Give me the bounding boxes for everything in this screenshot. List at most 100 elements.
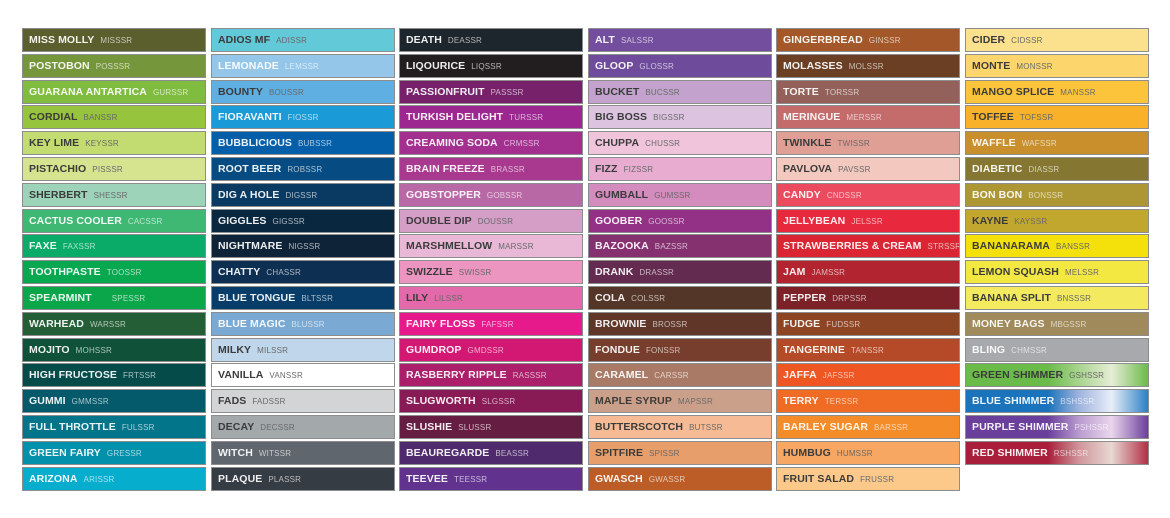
color-swatch[interactable]: TORTE TORSSR [776,80,960,104]
color-swatch[interactable]: KAYNE KAYSSR [965,209,1149,233]
color-swatch[interactable]: TERRY TERSSR [776,389,960,413]
color-swatch[interactable]: ARIZONA ARISSR [22,467,206,491]
color-swatch[interactable]: PISTACHIO PISSSR [22,157,206,181]
color-swatch[interactable]: SLUSHIE SLUSSR [399,415,583,439]
color-swatch[interactable]: SLUGWORTH SLGSSR [399,389,583,413]
color-swatch[interactable]: DIG A HOLE DIGSSR [211,183,395,207]
color-swatch[interactable]: TOFFEE TOFSSR [965,105,1149,129]
color-swatch[interactable]: CACTUS COOLER CACSSR [22,209,206,233]
color-swatch[interactable]: WAFFLE WAFSSR [965,131,1149,155]
color-swatch[interactable]: FAXE FAXSSR [22,234,206,258]
color-swatch[interactable]: KEY LIME KEYSSR [22,131,206,155]
color-swatch[interactable]: FONDUE FONSSR [588,338,772,362]
color-swatch[interactable]: CHATTY CHASSR [211,260,395,284]
color-swatch[interactable]: BRAIN FREEZE BRASSR [399,157,583,181]
color-swatch[interactable]: BLUE SHIMMER BSHSSR [965,389,1149,413]
color-swatch[interactable]: TANGERINE TANSSR [776,338,960,362]
color-swatch[interactable]: GLOOP GLOSSR [588,54,772,78]
color-swatch[interactable]: MANGO SPLICE MANSSR [965,80,1149,104]
color-swatch[interactable]: TOOTHPASTE TOOSSR [22,260,206,284]
color-swatch[interactable]: GOBSTOPPER GOBSSR [399,183,583,207]
color-swatch[interactable]: GREEN SHIMMER GSHSSR [965,363,1149,387]
color-swatch[interactable]: GREEN FAIRY GRESSR [22,441,206,465]
color-swatch[interactable]: BANANARAMA BANSSR [965,234,1149,258]
color-swatch[interactable]: GUMMI GMMSSR [22,389,206,413]
color-swatch[interactable]: JELLYBEAN JELSSR [776,209,960,233]
color-swatch[interactable]: WITCH WITSSR [211,441,395,465]
color-swatch[interactable]: ROOT BEER ROBSSR [211,157,395,181]
color-swatch[interactable]: POSTOBON POSSSR [22,54,206,78]
color-swatch[interactable]: GUMBALL GUMSSR [588,183,772,207]
color-swatch[interactable]: BIG BOSS BIGSSR [588,105,772,129]
color-swatch[interactable]: SPITFIRE SPISSR [588,441,772,465]
color-swatch[interactable]: MILKY MILSSR [211,338,395,362]
color-swatch[interactable]: DOUBLE DIP DOUSSR [399,209,583,233]
color-swatch[interactable]: PLAQUE PLASSR [211,467,395,491]
color-swatch[interactable]: HIGH FRUCTOSE FRTSSR [22,363,206,387]
color-swatch[interactable]: DEATH DEASSR [399,28,583,52]
color-swatch[interactable]: CORDIAL BANSSR [22,105,206,129]
color-swatch[interactable]: MOJITO MOHSSR [22,338,206,362]
color-swatch[interactable]: BAZOOKA BAZSSR [588,234,772,258]
color-swatch[interactable]: BLING CHMSSR [965,338,1149,362]
color-swatch[interactable]: CIDER CIDSSR [965,28,1149,52]
color-swatch[interactable]: NIGHTMARE NIGSSR [211,234,395,258]
color-swatch[interactable]: SPEARMINT SPESSR [22,286,206,310]
color-swatch[interactable]: TURKISH DELIGHT TURSSR [399,105,583,129]
color-swatch[interactable]: GWASCH GWASSR [588,467,772,491]
color-swatch[interactable]: CHUPPA CHUSSR [588,131,772,155]
color-swatch[interactable]: TWINKLE TWISSR [776,131,960,155]
color-swatch[interactable]: HUMBUG HUMSSR [776,441,960,465]
color-swatch[interactable]: BUCKET BUCSSR [588,80,772,104]
color-swatch[interactable]: DIABETIC DIASSR [965,157,1149,181]
color-swatch[interactable]: RASBERRY RIPPLE RASSSR [399,363,583,387]
color-swatch[interactable]: COLA COLSSR [588,286,772,310]
color-swatch[interactable]: FUDGE FUDSSR [776,312,960,336]
color-swatch[interactable]: BLUE MAGIC BLUSSR [211,312,395,336]
color-swatch[interactable]: LILY LILSSR [399,286,583,310]
color-swatch[interactable]: MERINGUE MERSSR [776,105,960,129]
color-swatch[interactable]: LEMON SQUASH MELSSR [965,260,1149,284]
color-swatch[interactable]: SHERBERT SHESSR [22,183,206,207]
color-swatch[interactable]: MONTE MONSSR [965,54,1149,78]
color-swatch[interactable]: FULL THROTTLE FULSSR [22,415,206,439]
color-swatch[interactable]: RED SHIMMER RSHSSR [965,441,1149,465]
color-swatch[interactable]: BOUNTY BOUSSR [211,80,395,104]
color-swatch[interactable]: CREAMING SODA CRMSSR [399,131,583,155]
color-swatch[interactable]: GOOBER GOOSSR [588,209,772,233]
color-swatch[interactable]: VANILLA VANSSR [211,363,395,387]
color-swatch[interactable]: STRAWBERRIES & CREAM STRSSR [776,234,960,258]
color-swatch[interactable]: BUTTERSCOTCH BUTSSR [588,415,772,439]
color-swatch[interactable]: PASSIONFRUIT PASSSR [399,80,583,104]
color-swatch[interactable]: ADIOS MF ADISSR [211,28,395,52]
color-swatch[interactable]: BUBBLICIOUS BUBSSR [211,131,395,155]
color-swatch[interactable]: GUMDROP GMDSSR [399,338,583,362]
color-swatch[interactable]: PAVLOVA PAVSSR [776,157,960,181]
color-swatch[interactable]: GINGERBREAD GINSSR [776,28,960,52]
color-swatch[interactable]: LEMONADE LEMSSR [211,54,395,78]
color-swatch[interactable]: MARSHMELLOW MARSSR [399,234,583,258]
color-swatch[interactable]: BON BON BONSSR [965,183,1149,207]
color-swatch[interactable]: GUARANA ANTARTICA GURSSR [22,80,206,104]
color-swatch[interactable]: CARAMEL CARSSR [588,363,772,387]
color-swatch[interactable]: FAIRY FLOSS FAFSSR [399,312,583,336]
color-swatch[interactable]: FIZZ FIZSSR [588,157,772,181]
color-swatch[interactable]: ALT SALSSR [588,28,772,52]
color-swatch[interactable]: LIQOURICE LIQSSR [399,54,583,78]
color-swatch[interactable]: MOLASSES MOLSSR [776,54,960,78]
color-swatch[interactable]: JAM JAMSSR [776,260,960,284]
color-swatch[interactable]: PEPPER DRPSSR [776,286,960,310]
color-swatch[interactable]: SWIZZLE SWISSR [399,260,583,284]
color-swatch[interactable]: BARLEY SUGAR BARSSR [776,415,960,439]
color-swatch[interactable]: GIGGLES GIGSSR [211,209,395,233]
color-swatch[interactable]: DECAY DECSSR [211,415,395,439]
color-swatch[interactable]: CANDY CNDSSR [776,183,960,207]
color-swatch[interactable]: TEEVEE TEESSR [399,467,583,491]
color-swatch[interactable]: BEAUREGARDE BEASSR [399,441,583,465]
color-swatch[interactable]: MISS MOLLY MISSSR [22,28,206,52]
color-swatch[interactable]: WARHEAD WARSSR [22,312,206,336]
color-swatch[interactable]: BANANA SPLIT BNSSSR [965,286,1149,310]
color-swatch[interactable]: FIORAVANTI FIOSSR [211,105,395,129]
color-swatch[interactable]: MAPLE SYRUP MAPSSR [588,389,772,413]
color-swatch[interactable]: DRANK DRASSR [588,260,772,284]
